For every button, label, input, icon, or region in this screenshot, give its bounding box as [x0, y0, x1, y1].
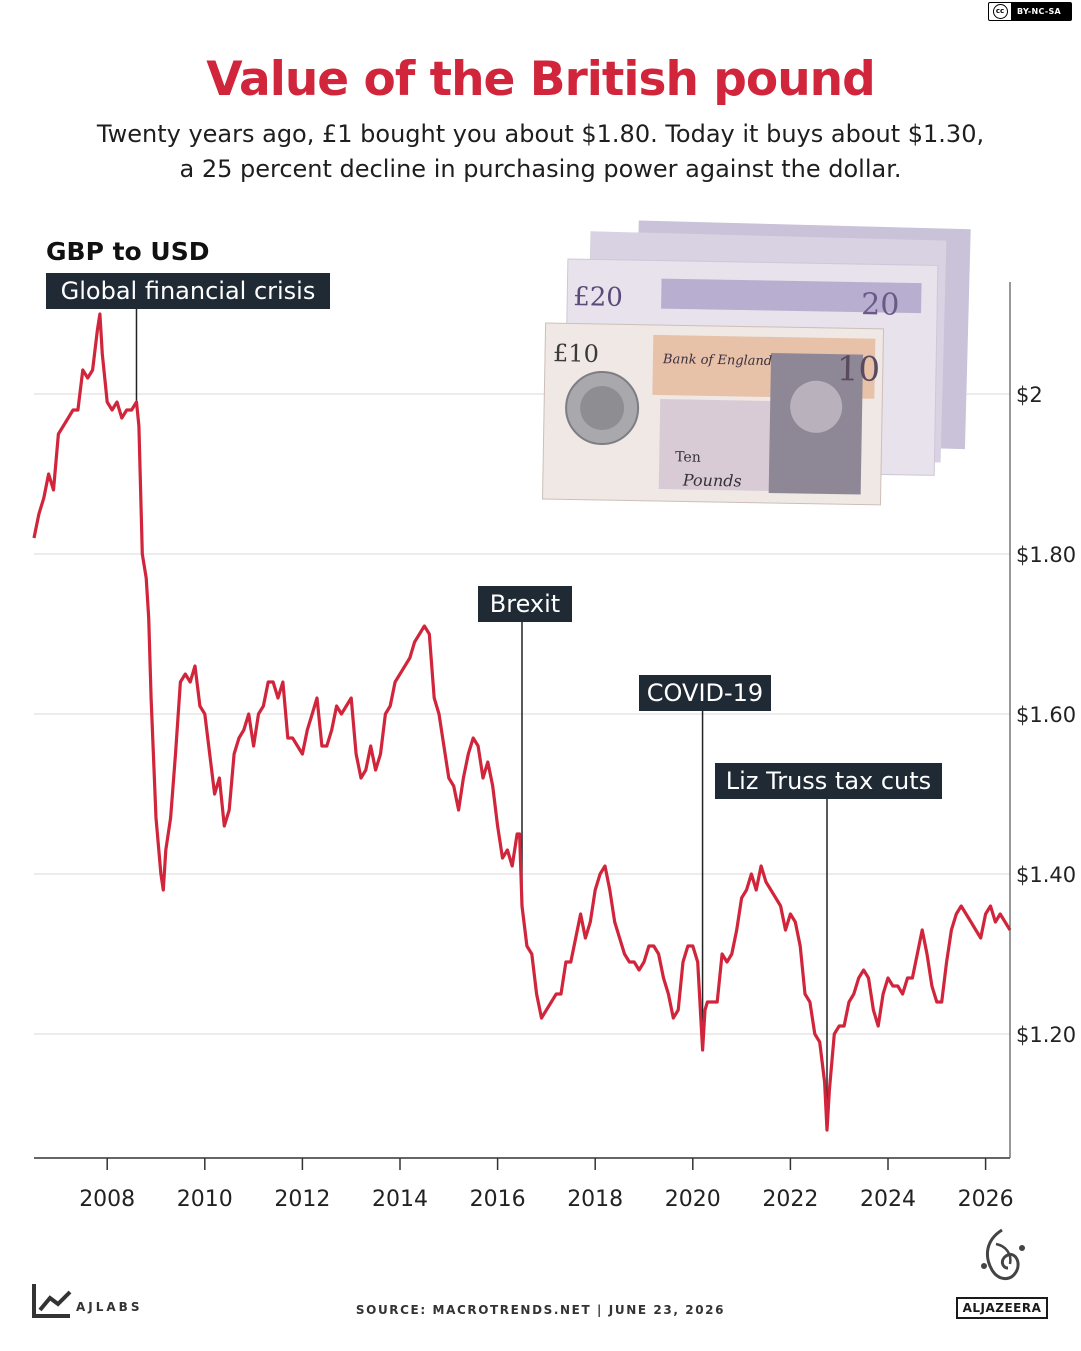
- x-tick-label: 2020: [665, 1187, 721, 1212]
- page-subtitle: Twenty years ago, £1 bought you about $1…: [60, 117, 1021, 187]
- aljazeera-wordmark: ALJAZEERA: [956, 1297, 1048, 1319]
- annotation-box: [478, 586, 572, 622]
- note-20-value: £20: [573, 282, 623, 313]
- note-10-value: £10: [553, 339, 599, 368]
- ajlabs-logo: AJLABS: [30, 1282, 142, 1320]
- annotations: Global financial crisis Brexit COVID-19 Liz…: [46, 273, 942, 1130]
- note-ten-word: Ten: [675, 449, 701, 465]
- x-tick-label: 2022: [762, 1187, 818, 1212]
- annotation-label: Brexit: [490, 590, 560, 618]
- cc-icon: cc: [989, 3, 1011, 20]
- note-20-band: [661, 278, 922, 314]
- x-tick-label: 2016: [470, 1187, 526, 1212]
- subtitle-line-1: Twenty years ago, £1 bought you about $1…: [96, 120, 985, 148]
- ajlabs-chart-icon: [32, 1284, 72, 1318]
- x-tick-label: 2014: [372, 1187, 428, 1212]
- note-20-corner: 20: [861, 287, 900, 323]
- x-tick-label: 2018: [567, 1187, 623, 1212]
- license-text: BY-NC-SA: [1017, 7, 1062, 16]
- y-tick-label: $1.80: [1016, 543, 1076, 567]
- note-pounds-word: Pounds: [682, 470, 742, 490]
- x-tick-label: 2024: [860, 1187, 916, 1212]
- annotation-box: [639, 675, 771, 711]
- banknotes-image: £20 20 £10 10 Bank of England Ten Pounds: [541, 220, 971, 506]
- aljazeera-logo: ALJAZEERA: [956, 1226, 1048, 1319]
- x-axis: 2008 2010 2012 2014 2016 2018 2020 2022 2024 2026: [34, 1157, 1014, 1212]
- note-10-corner: 10: [836, 349, 880, 390]
- chart-title: GBP to USD: [46, 237, 210, 266]
- x-tick-label: 2026: [958, 1187, 1014, 1212]
- ajlabs-label: AJLABS: [76, 1300, 143, 1314]
- annotation-label: COVID-19: [647, 679, 763, 707]
- x-tick-label: 2010: [177, 1187, 233, 1212]
- annotation-label: Global financial crisis: [61, 277, 316, 305]
- x-tick-label: 2008: [79, 1187, 135, 1212]
- y-tick-label: $1.40: [1016, 863, 1076, 887]
- annotation-box: [715, 763, 942, 799]
- annotation-box: [46, 273, 330, 309]
- x-tick-label: 2012: [274, 1187, 330, 1212]
- license-badge: cc BY-NC-SA: [988, 2, 1072, 21]
- y-tick-label: $1.60: [1016, 703, 1076, 727]
- note-bank-name: Bank of England: [662, 352, 772, 369]
- annotation-label: Liz Truss tax cuts: [726, 767, 931, 795]
- portrait-head: [790, 380, 843, 433]
- y-tick-label: $1.20: [1016, 1023, 1076, 1047]
- subtitle-line-2: a 25 percent decline in purchasing power…: [179, 155, 902, 183]
- note-10-vignette: [658, 399, 781, 492]
- y-tick-label: $2: [1016, 383, 1043, 407]
- gbp-usd-series-line: [32, 312, 1012, 1132]
- source-note: SOURCE: MACROTRENDS.NET | JUNE 23, 2026: [355, 1303, 726, 1317]
- y-axis: $1.20 $1.40 $1.60 $1.80 $2: [1009, 282, 1076, 1158]
- aljazeera-emblem-icon: [981, 1228, 1025, 1280]
- coin-portrait: [580, 386, 625, 431]
- page-title: Value of the British pound: [206, 52, 876, 107]
